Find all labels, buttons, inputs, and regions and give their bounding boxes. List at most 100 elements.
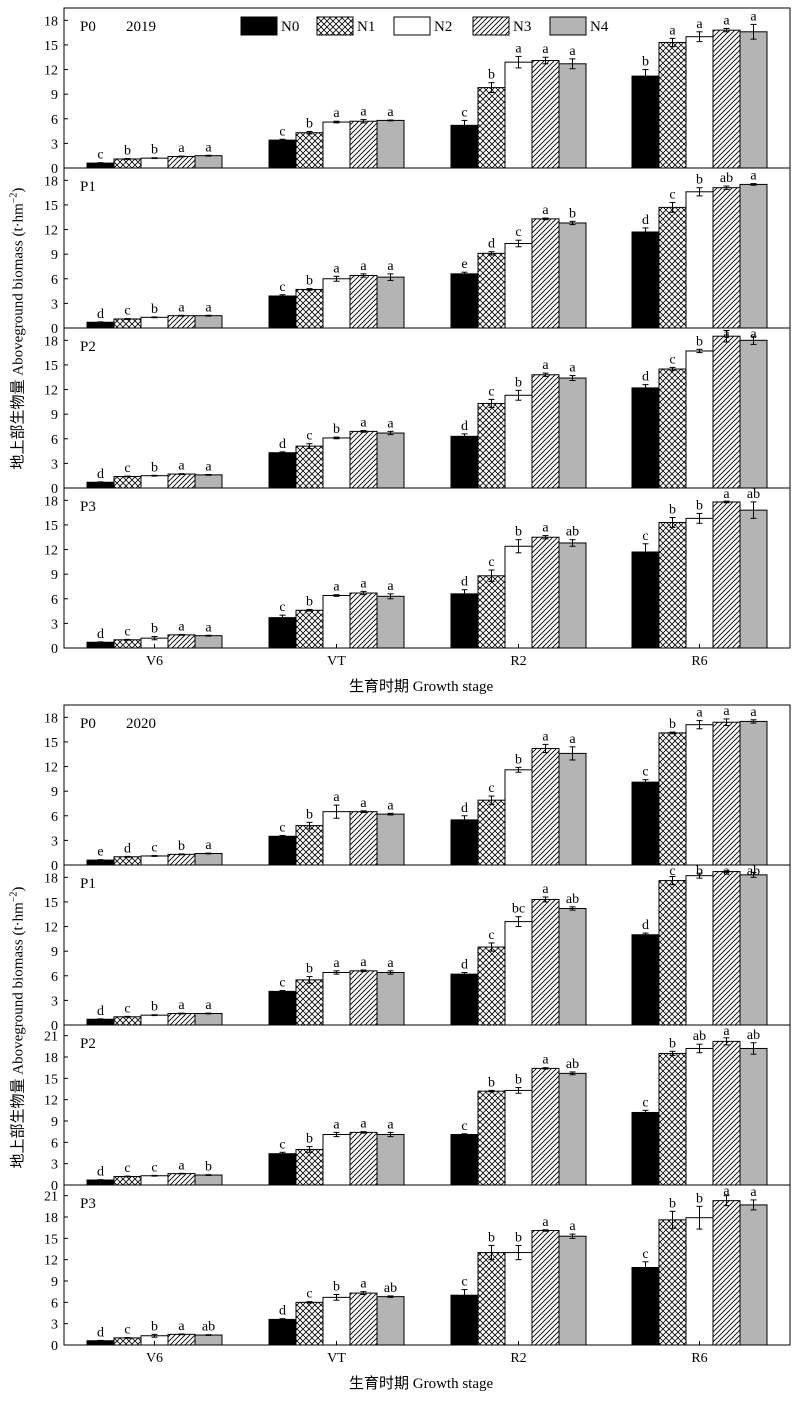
bar-N1-R6 bbox=[658, 368, 687, 489]
bar-N1-R6 bbox=[658, 41, 687, 169]
significance-letter: b bbox=[488, 68, 495, 83]
significance-letter: c bbox=[488, 928, 494, 943]
y-tick-label: 12 bbox=[44, 384, 58, 399]
y-axis-unit-sup: −2 bbox=[8, 891, 20, 903]
significance-letter: c bbox=[279, 820, 285, 835]
y-axis-title-2019: 地上部生物量 Aboveground biomass (t·hm−2) bbox=[7, 169, 28, 489]
significance-letter: a bbox=[542, 729, 549, 744]
bar-N4-VT bbox=[376, 1296, 405, 1346]
y-tick-label: 3 bbox=[51, 617, 58, 632]
significance-letter: b bbox=[151, 143, 158, 158]
bar-N3-R6 bbox=[712, 871, 741, 1026]
significance-letter: b bbox=[306, 1132, 313, 1147]
panel-label: P0 bbox=[80, 716, 96, 732]
y-axis-title-cn: 地上部生物量 bbox=[10, 379, 27, 470]
significance-letter: d bbox=[97, 1165, 104, 1180]
bar-N0-VT bbox=[268, 990, 297, 1026]
panel-label: P2 bbox=[80, 1036, 96, 1052]
y-tick-label: 9 bbox=[51, 248, 58, 263]
significance-letter: b bbox=[696, 334, 703, 349]
significance-letter: b bbox=[642, 55, 649, 70]
significance-letter: a bbox=[205, 838, 212, 853]
bar-N1-R6 bbox=[658, 880, 687, 1026]
bar-N4-R2 bbox=[558, 752, 587, 866]
bar-N2-V6 bbox=[140, 855, 169, 866]
significance-letter: a bbox=[333, 106, 340, 121]
significance-letter: b bbox=[306, 807, 313, 822]
bar-N3-VT bbox=[349, 592, 378, 649]
significance-letter: ab bbox=[384, 1281, 397, 1296]
panel-P3: 0 3 6 9 12 15 18 21 P3 d d c c c c b b b b b b a a a a ab ab a a V6 VT… bbox=[44, 1184, 791, 1366]
bar-N4-R2 bbox=[558, 1072, 587, 1186]
significance-letter: d bbox=[279, 437, 286, 452]
bar-N4-V6 bbox=[194, 853, 223, 866]
bar-N0-R2 bbox=[450, 273, 479, 329]
bar-N2-V6 bbox=[140, 157, 169, 169]
y-tick-label: 3 bbox=[51, 1158, 58, 1173]
bar-N4-R2 bbox=[558, 63, 587, 169]
bar-N3-R2 bbox=[531, 218, 560, 329]
bar-N3-R6 bbox=[712, 187, 741, 329]
y-tick-label: 6 bbox=[51, 970, 58, 985]
significance-letter: a bbox=[205, 620, 212, 635]
significance-letter: a bbox=[333, 261, 340, 276]
bar-N0-R2 bbox=[450, 1294, 479, 1346]
y-tick-label: 6 bbox=[51, 273, 58, 288]
bar-N0-VT bbox=[268, 1153, 297, 1186]
y-tick-label: 9 bbox=[51, 408, 58, 423]
significance-letter: d bbox=[97, 467, 104, 482]
significance-letter: c bbox=[306, 429, 312, 444]
significance-letter: d bbox=[97, 307, 104, 322]
x-tick-label-V6: V6 bbox=[146, 654, 163, 669]
bar-N4-R6 bbox=[739, 509, 768, 649]
y-tick-label: 18 bbox=[44, 871, 58, 886]
significance-letter: c bbox=[124, 1001, 130, 1016]
y-tick-label: 6 bbox=[51, 1296, 58, 1311]
legend-label-N3: N3 bbox=[513, 19, 531, 35]
y-tick-label: 3 bbox=[51, 834, 58, 849]
x-tick-label-VT: VT bbox=[327, 654, 346, 669]
significance-letter: b bbox=[515, 375, 522, 390]
bar-N2-R2 bbox=[504, 394, 533, 489]
significance-letter: b bbox=[306, 116, 313, 131]
significance-letter: d bbox=[97, 1004, 104, 1019]
bar-N1-V6 bbox=[113, 318, 142, 329]
significance-letter: c bbox=[306, 1287, 312, 1302]
significance-letter: b bbox=[151, 622, 158, 637]
significance-letter: a bbox=[178, 619, 185, 634]
panel-frame bbox=[63, 1184, 791, 1346]
y-axis-title-cn: 地上部生物量 bbox=[10, 1078, 27, 1169]
bar-N0-R2 bbox=[450, 124, 479, 169]
panel-frame bbox=[63, 487, 791, 649]
bar-N4-VT bbox=[376, 276, 405, 329]
panel-label: P0 bbox=[80, 19, 96, 35]
x-tick-label-R2: R2 bbox=[510, 654, 526, 669]
bar-N2-VT bbox=[322, 1296, 351, 1346]
legend-label-N4: N4 bbox=[590, 19, 609, 35]
y-tick-label: 18 bbox=[44, 14, 58, 29]
bar-N4-R2 bbox=[558, 542, 587, 649]
bar-N3-V6 bbox=[167, 1173, 196, 1186]
bar-N1-R6 bbox=[658, 1052, 687, 1186]
bar-N1-R2 bbox=[477, 87, 506, 169]
significance-letter: a bbox=[515, 41, 522, 56]
bar-N3-R2 bbox=[531, 374, 560, 489]
significance-letter: a bbox=[205, 459, 212, 474]
bar-N0-R2 bbox=[450, 593, 479, 649]
bar-N3-R6 bbox=[712, 501, 741, 649]
y-tick-label: 0 bbox=[51, 482, 58, 497]
x-tick-label-R6: R6 bbox=[691, 654, 707, 669]
bar-N2-R6 bbox=[685, 350, 714, 489]
bar-N1-V6 bbox=[113, 1175, 142, 1186]
bar-N1-V6 bbox=[113, 1016, 142, 1026]
significance-letter: a bbox=[360, 416, 367, 431]
significance-letter: a bbox=[205, 140, 212, 155]
significance-letter: d bbox=[97, 1325, 104, 1340]
bar-N2-R6 bbox=[685, 517, 714, 649]
significance-letter: c bbox=[151, 1160, 157, 1175]
significance-letter: a bbox=[387, 105, 394, 120]
significance-letter: ab bbox=[747, 1028, 760, 1043]
significance-letter: b bbox=[515, 1230, 522, 1245]
bar-N3-R6 bbox=[712, 1200, 741, 1346]
